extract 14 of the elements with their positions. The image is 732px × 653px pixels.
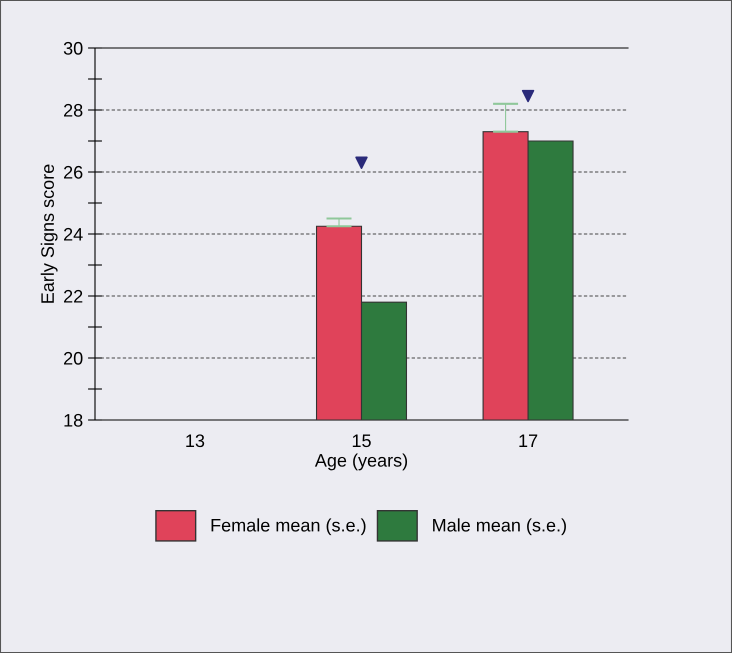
x-tick-label: 15: [352, 434, 371, 448]
x-axis-title: Age (years): [314, 454, 408, 470]
y-tick-label: 20: [64, 352, 82, 365]
y-tick-label: 22: [64, 290, 82, 303]
x-tick-label: 13: [186, 434, 204, 448]
y-axis-title: Early Signs score: [40, 164, 58, 303]
y-tick-label: 30: [64, 42, 82, 55]
legend-label: Male mean (s.e.): [433, 518, 566, 536]
legend-label: Female mean (s.e.): [212, 518, 366, 536]
y-tick-label: 18: [64, 414, 82, 427]
y-tick-label: 26: [64, 166, 82, 179]
y-tick-label: 28: [64, 104, 82, 117]
x-tick-label: 17: [519, 434, 538, 447]
y-tick-label: 24: [64, 228, 83, 241]
